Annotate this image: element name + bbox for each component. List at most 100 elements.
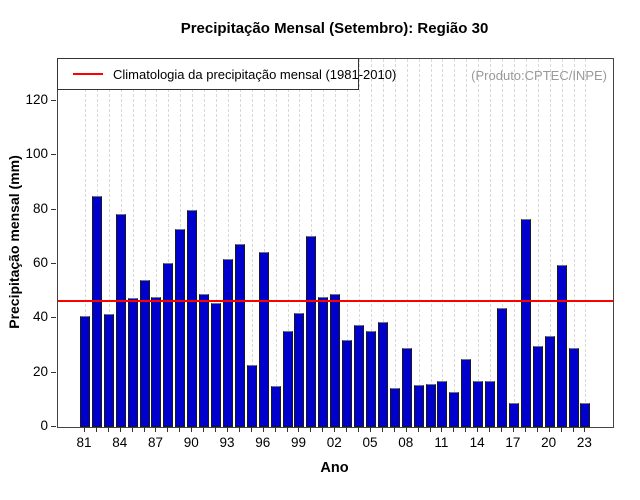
gridline-2011 [442, 59, 444, 427]
bar-2008 [401, 348, 412, 427]
gridline-2012 [454, 59, 456, 427]
bar-2022 [568, 348, 579, 427]
x-tick-label-2002: 02 [326, 435, 342, 450]
gridline-2014 [478, 59, 480, 427]
bar-2021 [556, 265, 567, 427]
gridline-2002 [335, 59, 337, 427]
gridline-1983 [108, 59, 110, 427]
x-tick-label-1981: 81 [76, 435, 92, 450]
bar-2006 [377, 322, 388, 427]
bar-2018 [520, 219, 531, 427]
x-tick-1986 [143, 427, 145, 432]
gridline-2009 [418, 59, 420, 427]
x-tick-1984 [119, 427, 121, 432]
y-tick-label-100: 100 [25, 146, 48, 162]
gridline-2021 [561, 59, 563, 427]
x-tick-label-1996: 96 [255, 435, 271, 450]
x-tick-label-1990: 90 [183, 435, 199, 450]
gridline-1987 [156, 59, 158, 427]
bar-1984 [115, 214, 126, 427]
y-tick-label-120: 120 [25, 92, 48, 108]
x-tick-1992 [215, 427, 217, 432]
y-tick-0 [51, 426, 56, 427]
gridline-2017 [513, 59, 515, 427]
bar-2014 [473, 381, 484, 427]
watermark-text: (Produto:CPTEC/INPE) [471, 68, 607, 83]
y-tick-label-60: 60 [32, 255, 48, 271]
chart-title: Precipitação Mensal (Setembro): Região 3… [180, 20, 489, 37]
bar-2011 [437, 381, 448, 427]
bar-1988 [163, 263, 174, 427]
y-tick-label-20: 20 [32, 363, 48, 379]
y-tick-label-40: 40 [32, 309, 48, 325]
gridline-2006 [382, 59, 384, 427]
y-axis-title: Precipitação mensal (mm) [6, 155, 22, 329]
x-tick-2014 [477, 427, 479, 432]
gridline-2019 [537, 59, 539, 427]
x-tick-1989 [179, 427, 181, 432]
gridline-1992 [216, 59, 218, 427]
x-tick-2010 [429, 427, 431, 432]
gridline-2016 [502, 59, 504, 427]
x-tick-label-1993: 93 [219, 435, 235, 450]
y-tick-20 [51, 371, 56, 373]
x-tick-2013 [465, 427, 467, 432]
x-tick-label-2017: 17 [505, 435, 521, 450]
x-tick-1985 [131, 427, 133, 432]
x-tick-2021 [560, 427, 562, 432]
gridline-1997 [275, 59, 277, 427]
x-tick-1995 [250, 427, 252, 432]
gridline-2015 [490, 59, 492, 427]
gridline-2023 [585, 59, 587, 427]
gridline-1993 [227, 59, 229, 427]
bar-2004 [354, 325, 365, 427]
x-tick-1997 [274, 427, 276, 432]
x-tick-2022 [572, 427, 574, 432]
x-tick-2006 [381, 427, 383, 432]
bar-1994 [234, 244, 245, 427]
bar-1989 [175, 229, 186, 427]
bar-1995 [246, 365, 257, 427]
bar-1983 [103, 314, 114, 427]
gridline-2005 [370, 59, 372, 427]
gridline-2008 [406, 59, 408, 427]
x-tick-label-1984: 84 [112, 435, 128, 450]
x-tick-label-2023: 23 [576, 435, 592, 450]
gridline-1991 [204, 59, 206, 427]
x-tick-1982 [95, 427, 97, 432]
plot-area: Climatologia da precipitação mensal (198… [57, 58, 614, 428]
x-tick-label-2020: 20 [541, 435, 557, 450]
bar-1986 [139, 280, 150, 427]
climatology-line [58, 300, 613, 302]
bar-1992 [211, 303, 222, 427]
bar-1996 [258, 252, 269, 427]
bar-2007 [389, 388, 400, 427]
x-tick-2023 [584, 427, 586, 432]
bar-1998 [282, 331, 293, 427]
bar-1987 [151, 297, 162, 427]
bar-1993 [222, 259, 233, 427]
x-tick-1987 [155, 427, 157, 432]
gridline-1986 [144, 59, 146, 427]
bar-1985 [127, 298, 138, 427]
gridline-2003 [347, 59, 349, 427]
y-tick-120 [51, 100, 56, 102]
x-tick-2012 [453, 427, 455, 432]
bar-2023 [580, 403, 591, 427]
x-tick-1983 [107, 427, 109, 432]
x-tick-1993 [226, 427, 228, 432]
x-tick-1996 [262, 427, 264, 432]
x-tick-2019 [536, 427, 538, 432]
x-tick-2002 [334, 427, 336, 432]
bar-2000 [306, 236, 317, 427]
x-tick-1999 [298, 427, 300, 432]
bar-2005 [365, 331, 376, 427]
bar-1991 [199, 294, 210, 427]
gridline-2001 [323, 59, 325, 427]
x-tick-2003 [346, 427, 348, 432]
x-tick-2015 [489, 427, 491, 432]
x-tick-2016 [501, 427, 503, 432]
y-tick-60 [51, 263, 56, 265]
x-tick-2008 [405, 427, 407, 432]
